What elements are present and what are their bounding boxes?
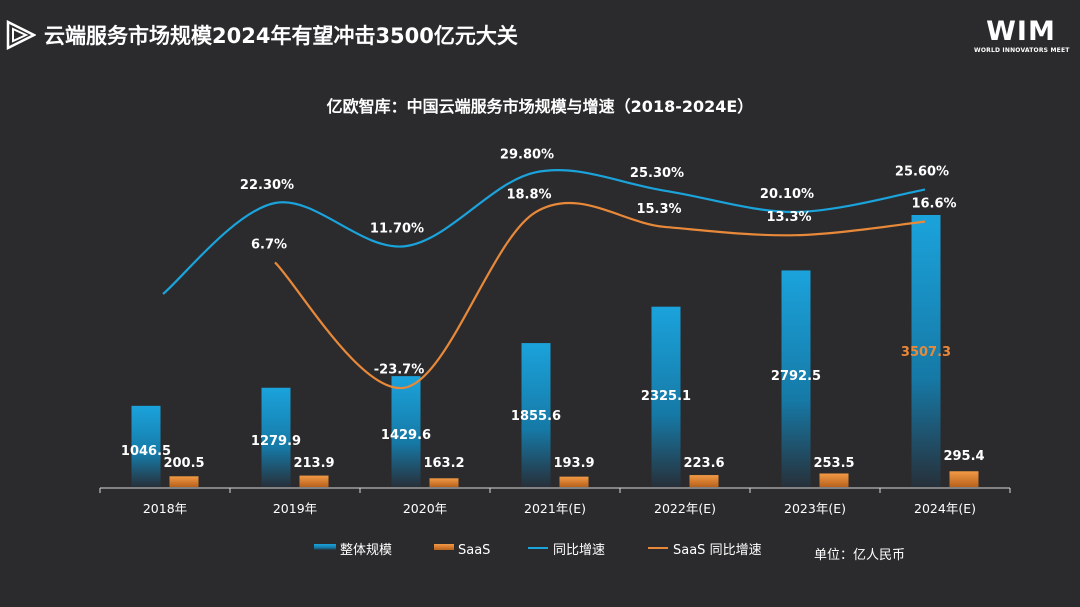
bar-saas-label-1: 213.9: [293, 456, 334, 471]
bar-total-5: [781, 270, 811, 487]
line-total-label-3: 29.80%: [500, 147, 554, 162]
bar-total-6: [911, 215, 941, 487]
line-saas-label-5: 13.3%: [766, 210, 811, 225]
bar-saas-label-2: 163.2: [423, 456, 464, 471]
bar-saas-5: [819, 473, 849, 487]
bar-saas-label-4: 223.6: [683, 456, 724, 471]
bar-saas-label-6: 295.4: [943, 449, 984, 464]
page-title: 云端服务市场规模2024年有望冲击3500亿元大关: [44, 24, 518, 48]
bar-saas-label-0: 200.5: [163, 456, 204, 471]
legend-swatch-0: [314, 544, 336, 550]
line-total-label-1: 22.30%: [240, 178, 294, 193]
chart-title: 亿欧智库：中国云端服务市场规模与增速（2018-2024E）: [327, 97, 754, 116]
line-total-label-4: 25.30%: [630, 166, 684, 181]
wim-logo-subtitle: WORLD INNOVATORS MEET: [974, 47, 1070, 54]
wim-logo-text: WIM: [986, 16, 1056, 47]
x-tick-label-6: 2024年(E): [914, 501, 976, 516]
bar-total-0: [131, 405, 161, 487]
bar-total-1: [261, 387, 291, 487]
bar-saas-3: [559, 476, 589, 487]
line-saas-label-4: 15.3%: [636, 202, 681, 217]
bar-saas-1: [299, 475, 329, 487]
bar-total-label-6: 3507.3: [901, 345, 951, 360]
unit-note: 单位：亿人民币: [814, 548, 906, 563]
bar-total-label-2: 1429.6: [381, 428, 431, 443]
bar-saas-6: [949, 471, 979, 487]
line-saas-growth: [274, 201, 926, 389]
bar-total-label-1: 1279.9: [251, 434, 301, 449]
bar-saas-label-5: 253.5: [813, 456, 854, 471]
bar-total-label-0: 1046.5: [121, 444, 171, 459]
line-saas-label-2: -23.7%: [374, 363, 425, 378]
bar-total-4: [651, 306, 681, 487]
bar-total-label-5: 2792.5: [771, 369, 821, 384]
bar-total-2: [391, 376, 421, 487]
bar-saas-0: [169, 476, 199, 487]
legend-label-3: SaaS 同比增速: [673, 543, 762, 558]
legend-label-1: SaaS: [458, 543, 490, 558]
bar-total-label-4: 2325.1: [641, 389, 691, 404]
bar-saas-2: [429, 478, 459, 487]
x-tick-label-0: 2018年: [143, 501, 187, 516]
line-total-label-6: 25.60%: [895, 165, 949, 180]
line-total-growth: [162, 169, 926, 295]
legend-swatch-1: [434, 544, 454, 550]
brand-logo-icon: [6, 20, 36, 50]
x-tick-label-1: 2019年: [273, 501, 317, 516]
x-tick-label-4: 2022年(E): [654, 501, 716, 516]
legend-label-0: 整体规模: [340, 543, 392, 558]
bar-saas-label-3: 193.9: [553, 456, 594, 471]
bar-saas-4: [689, 475, 719, 487]
line-total-label-2: 11.70%: [370, 221, 424, 236]
bar-total-label-3: 1855.6: [511, 409, 561, 424]
line-saas-label-6: 16.6%: [911, 197, 956, 212]
bar-total-3: [521, 343, 551, 487]
line-saas-label-3: 18.8%: [506, 188, 551, 203]
x-tick-label-2: 2020年: [403, 501, 447, 516]
line-total-label-5: 20.10%: [760, 187, 814, 202]
x-tick-label-3: 2021年(E): [524, 501, 586, 516]
wim-logo: WIM WORLD INNOVATORS MEET: [974, 16, 1070, 58]
legend-label-2: 同比增速: [553, 543, 605, 558]
x-tick-label-5: 2023年(E): [784, 501, 846, 516]
line-saas-label-1: 6.7%: [251, 237, 287, 252]
